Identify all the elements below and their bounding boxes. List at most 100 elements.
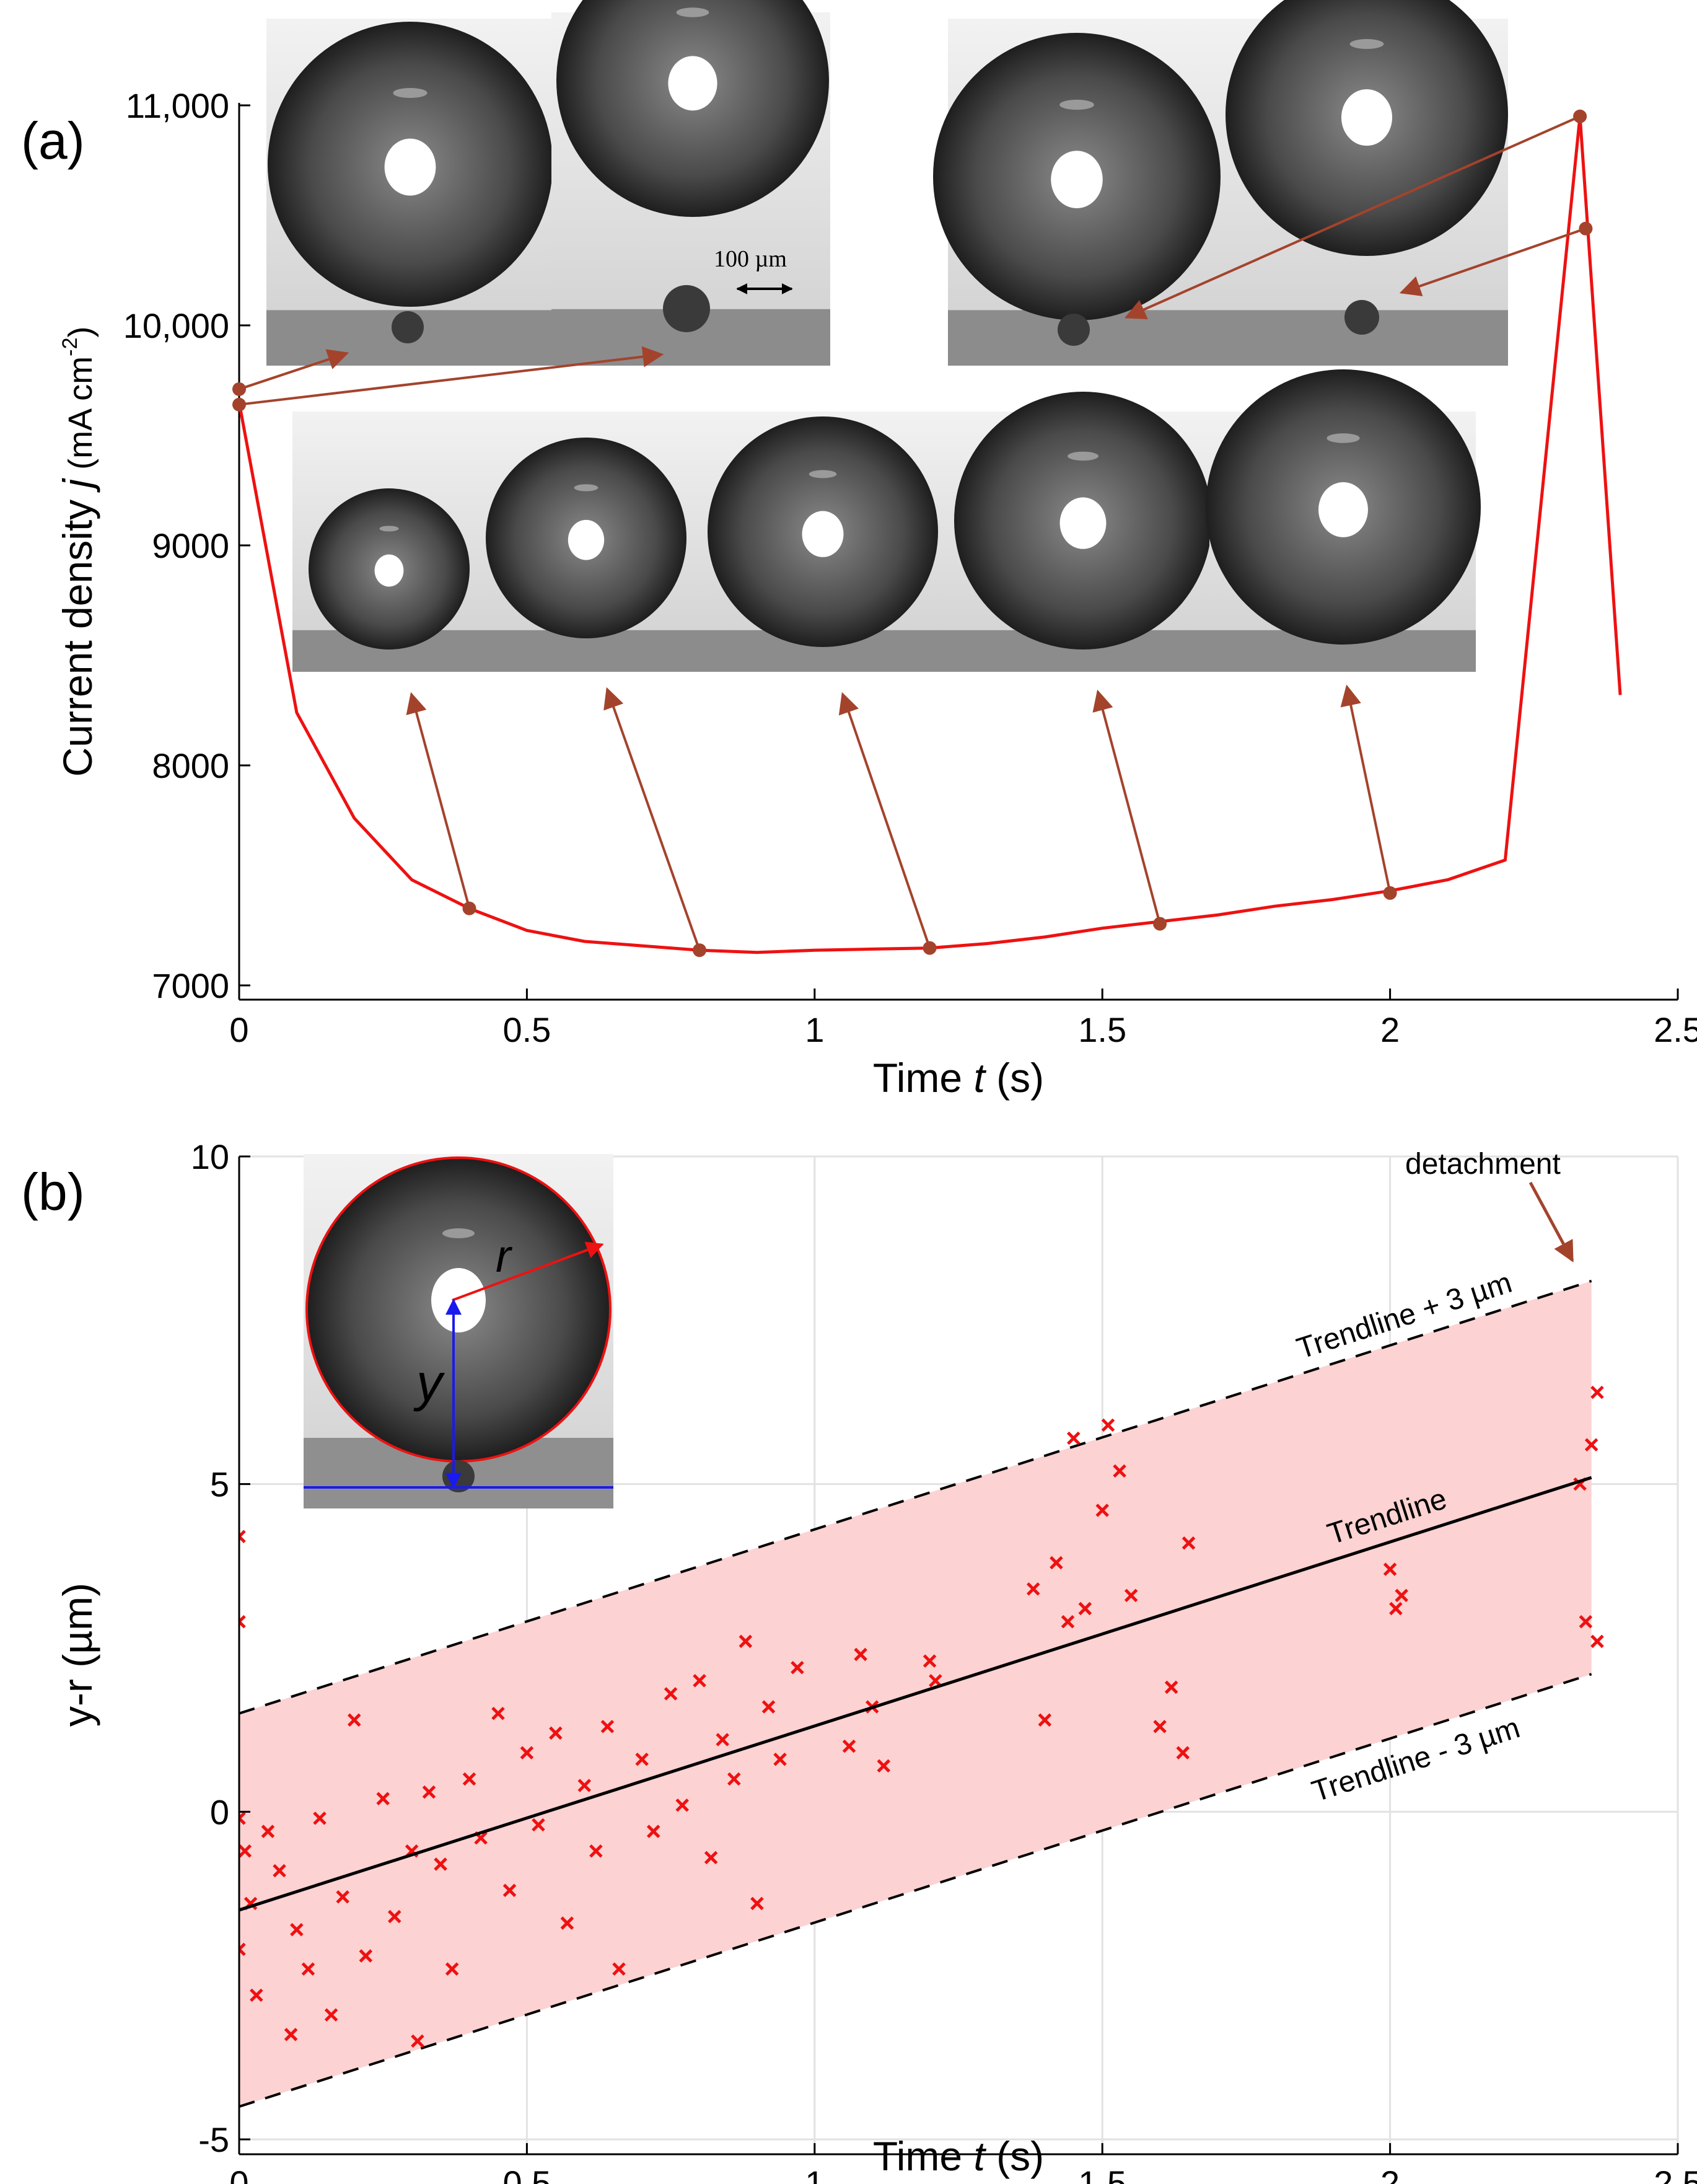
inset-r-label: r [496, 1230, 513, 1282]
data-point [589, 1844, 603, 1858]
data-point [290, 1922, 304, 1937]
panel-a-x-title-var: t [973, 1055, 986, 1101]
panel-a-y-title-unit: (mA cm [62, 356, 99, 479]
panel-a-x-ticks: 0 0.5 1 1.5 2 2.5 [229, 989, 1697, 1049]
droplet-reflection [676, 7, 709, 17]
data-point [239, 1614, 246, 1629]
panel-a-y-title-close: ) [62, 327, 99, 338]
data-point [1061, 1614, 1075, 1629]
data-point [422, 1785, 436, 1799]
data-point [1153, 1720, 1167, 1733]
scale-bar-label: 100 µm [714, 246, 787, 272]
data-point [854, 1647, 867, 1662]
trendline [239, 1476, 1592, 1912]
data-marker [1383, 886, 1397, 900]
droplet-highlight [1341, 89, 1393, 146]
data-point [1050, 1556, 1063, 1570]
data-point [1176, 1746, 1190, 1759]
data-point [773, 1752, 787, 1766]
panel-b-x-tick-label: 1.5 [1078, 2164, 1126, 2184]
data-point [324, 2008, 338, 2022]
data-point [1038, 1713, 1052, 1727]
data-point [239, 1530, 246, 1544]
data-point [336, 1890, 349, 1904]
droplet-reflection [1068, 451, 1098, 461]
data-point [923, 1654, 937, 1668]
data-point [600, 1720, 615, 1733]
data-point [1164, 1680, 1178, 1694]
droplet-reflection [379, 526, 399, 532]
data-point [549, 1726, 563, 1740]
panel-a-x-title-unit: (s) [985, 1055, 1044, 1101]
small-bubble [1058, 314, 1090, 346]
panel-a-y-title-exp: -2 [58, 338, 82, 356]
data-point [716, 1733, 729, 1746]
panel-b-x-title-text: Time [873, 2133, 974, 2179]
data-point [250, 1988, 263, 2002]
data-marker [923, 941, 937, 955]
data-point [1095, 1504, 1109, 1517]
panel-b-x-tick-label: 2 [1380, 2164, 1400, 2184]
upper-dashed-line [239, 1279, 1592, 1715]
droplet-highlight [802, 511, 844, 557]
lower-dashed-line [239, 1673, 1592, 2108]
droplet-photo [944, 392, 1212, 672]
data-point [750, 1896, 764, 1911]
data-point [1078, 1601, 1092, 1616]
scatter-points [239, 1385, 1604, 2048]
inset-droplet-reflection [442, 1228, 475, 1238]
data-point [1590, 1634, 1604, 1649]
panel-a-x-tick-label: 2.5 [1654, 1010, 1697, 1049]
data-point [1113, 1464, 1126, 1478]
droplet-reflection [1349, 39, 1384, 49]
panel-a-x-tick-label: 1.5 [1078, 1010, 1126, 1049]
data-point [239, 1844, 252, 1858]
droplet-highlight [384, 138, 436, 196]
small-bubble [663, 285, 710, 332]
panel-b-y-tick-label: 0 [210, 1792, 229, 1831]
small-bubble [1344, 300, 1379, 335]
panel-b-axes [238, 1156, 1678, 2155]
data-point [239, 1812, 246, 1825]
data-point [462, 1772, 476, 1786]
panel-a-photo-insets [266, 0, 1508, 672]
panel-a-y-axis-title: Current density j (mA cm-2) [55, 327, 100, 777]
data-point [761, 1700, 776, 1714]
inset-radius-arrow [452, 1241, 604, 1301]
annotation-arrow [1399, 227, 1587, 297]
droplet-reflection [1059, 99, 1094, 110]
panel-a-x-tick-label: 1 [805, 1010, 824, 1049]
data-point [388, 1909, 401, 1924]
data-point [301, 1962, 315, 1976]
data-point [646, 1825, 660, 1838]
data-point [502, 1883, 517, 1897]
data-point [284, 2028, 298, 2041]
data-marker [232, 397, 246, 412]
panel-b-x-title-var: t [973, 2133, 986, 2179]
data-point [239, 1942, 246, 1957]
data-point [1579, 1614, 1593, 1629]
data-point [1124, 1588, 1138, 1603]
droplet-photo [481, 412, 696, 672]
panel-b-y-axis-title: y-r (µm) [55, 1583, 100, 1727]
droplet-highlight [1051, 151, 1103, 209]
data-point [411, 2034, 424, 2048]
droplet-highlight [668, 56, 717, 111]
data-point [664, 1687, 678, 1701]
inset-y-label: y [413, 1354, 445, 1412]
panel-b-plot-area [239, 1279, 1604, 2108]
data-point [560, 1916, 574, 1930]
annotation-arrow [406, 692, 471, 909]
data-point [1590, 1385, 1604, 1399]
panel-a-axes [238, 103, 1678, 1001]
data-point [1101, 1418, 1115, 1432]
panel-b-x-title-unit: (s) [985, 2133, 1044, 2179]
data-marker [462, 901, 476, 915]
panel-b-x-tick-label: 0 [229, 2164, 248, 2184]
data-point [693, 1674, 706, 1688]
scale-bar: 100 µm [714, 246, 793, 294]
data-point [313, 1812, 327, 1825]
panel-a-y-ticks: 7000 8000 9000 10,000 11,000 [123, 86, 250, 1005]
